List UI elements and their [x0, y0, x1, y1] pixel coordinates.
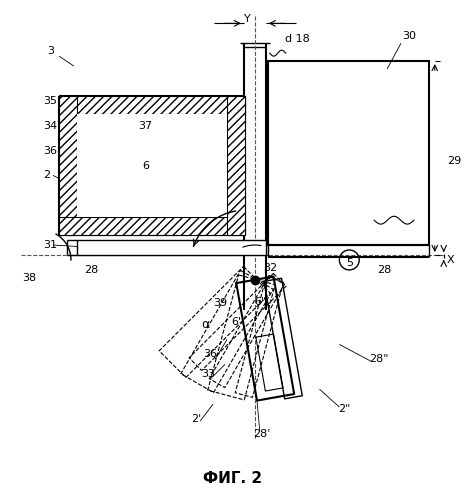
Text: 35: 35 [43, 96, 57, 106]
Text: 2: 2 [43, 170, 50, 180]
Bar [227, 96, 245, 235]
Text: 6": 6" [255, 296, 267, 306]
Text: 28": 28" [370, 354, 389, 364]
Text: 34: 34 [43, 120, 57, 130]
Text: 2': 2' [191, 414, 201, 424]
Text: 36: 36 [203, 350, 217, 360]
Text: 6: 6 [142, 160, 149, 170]
Bar [77, 240, 266, 255]
Text: 32: 32 [263, 263, 277, 273]
Bar [77, 114, 227, 217]
Text: 39: 39 [213, 298, 227, 308]
Text: 37: 37 [138, 120, 152, 130]
Bar [268, 61, 429, 245]
Text: ФИГ. 2: ФИГ. 2 [204, 471, 262, 486]
Text: 30: 30 [402, 32, 416, 42]
Text: 5: 5 [346, 258, 353, 268]
Text: d 18: d 18 [285, 34, 310, 44]
Bar [59, 96, 245, 114]
Text: 36: 36 [43, 146, 57, 156]
Bar [59, 96, 77, 235]
Text: α: α [201, 318, 209, 331]
Text: 28': 28' [253, 429, 271, 439]
Text: Y: Y [244, 14, 250, 24]
Text: 31: 31 [43, 240, 57, 250]
Bar [59, 217, 245, 235]
Text: 3: 3 [48, 46, 55, 56]
Text: X: X [447, 255, 454, 265]
Text: 29: 29 [447, 156, 461, 166]
Text: 28: 28 [377, 265, 391, 275]
Text: 28: 28 [84, 265, 98, 275]
Text: 6': 6' [231, 316, 241, 326]
Text: 2": 2" [338, 404, 350, 414]
Text: 38: 38 [22, 273, 36, 283]
Text: 33: 33 [201, 370, 215, 380]
